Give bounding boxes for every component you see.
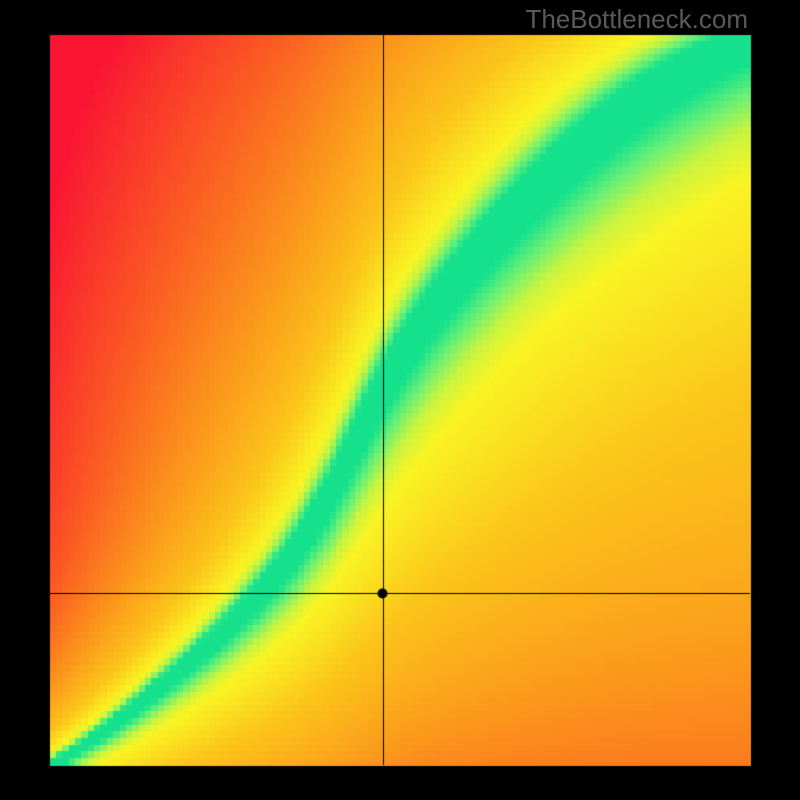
watermark-text: TheBottleneck.com [525,4,748,35]
heatmap-canvas [0,0,800,800]
chart-container: TheBottleneck.com [0,0,800,800]
